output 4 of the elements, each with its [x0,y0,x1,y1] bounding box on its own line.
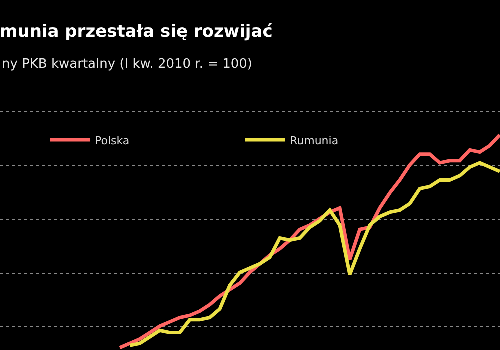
chart-subtitle: ny PKB kwartalny (I kw. 2010 r. = 100) [2,57,253,72]
legend-label: Rumunia [290,134,339,148]
chart-title: munia przestała się rozwijać [0,22,273,42]
legend-label: Polska [95,134,130,148]
